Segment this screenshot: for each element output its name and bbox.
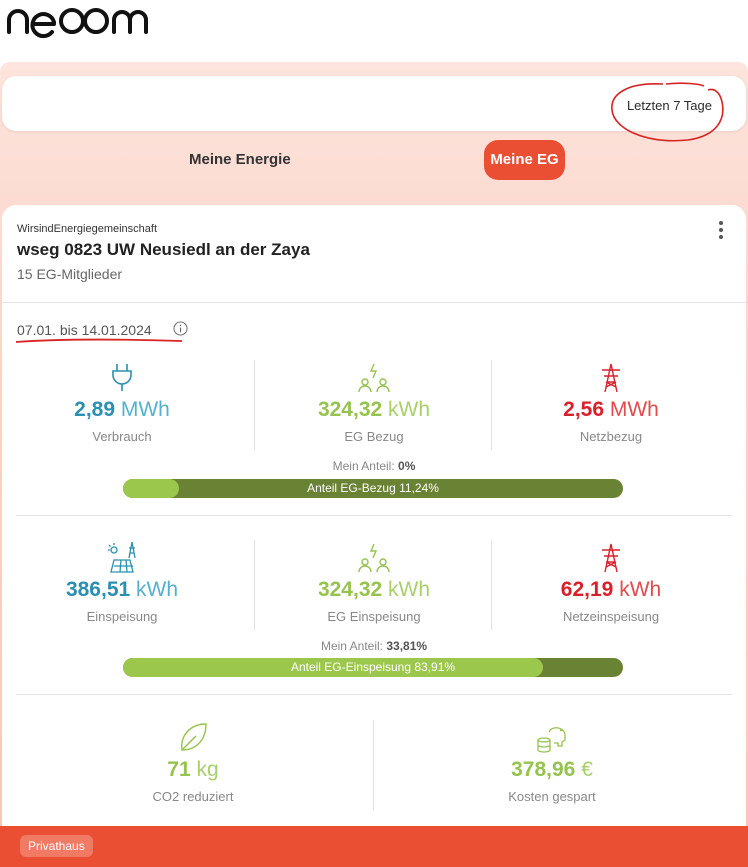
more-menu-icon[interactable]: [718, 221, 724, 243]
einspeisung-label: Einspeisung: [86, 609, 158, 624]
eg-einspeisung-share-bar: Anteil EG-Einspeisung 83,91%: [123, 658, 623, 677]
netzbezug-cell: 2,56 MWh Netzbezug: [496, 360, 726, 444]
eg-bezug-share-bar: Anteil EG-Bezug 11,24%: [123, 479, 623, 498]
tab-meine-energie[interactable]: Meine Energie: [189, 151, 291, 168]
kosten-label: Kosten gespart: [508, 789, 596, 804]
eg-bezug-value: 324,32: [317, 398, 383, 421]
community-card: WirsindEnergiegemeinschaft wseg 0823 UW …: [2, 205, 746, 845]
my-share-feedin: Mein Anteil: 33,81%: [320, 639, 428, 653]
tab-bar: Meine Energie Meine EG: [0, 140, 748, 182]
eg-einspeisung-unit: kWh: [388, 578, 431, 601]
org-name: WirsindEnergiegemeinschaft: [17, 223, 158, 235]
einspeisung-value: 386,51: [65, 578, 131, 601]
eg-einspeisung-cell: 324,32 kWh EG Einspeisung: [259, 540, 489, 624]
column-separator: [491, 540, 492, 630]
eg-einspeisung-label: EG Einspeisung: [327, 609, 421, 624]
column-separator: [254, 360, 255, 450]
community-icon: [358, 543, 390, 573]
my-share-consumption: Mein Anteil: 0%: [332, 459, 416, 473]
period-selector[interactable]: Letzten 7 Tage: [2, 76, 746, 131]
community-icon: [358, 363, 390, 393]
netzeinspeisung-cell: 62,19 kWh Netzeinspeisung: [496, 540, 726, 624]
neoom-logo: neoom: [7, 8, 148, 39]
my-share-value: 33,81%: [386, 639, 428, 653]
date-range: 07.01. bis 14.01.2024: [17, 322, 152, 338]
piggy-bank-icon: [537, 727, 566, 753]
co2-unit: kg: [196, 758, 219, 781]
eg-bezug-unit: kWh: [388, 398, 431, 421]
netzbezug-value: 2,56: [563, 398, 605, 421]
bar-label: Anteil EG-Einspeisung 83,91%: [290, 660, 456, 674]
eg-einspeisung-value: 324,32: [317, 578, 383, 601]
kosten-value: 378,96: [511, 758, 576, 781]
eg-bezug-cell: 324,32 kWh EG Bezug: [259, 360, 489, 444]
power-tower-icon: [602, 363, 620, 393]
verbrauch-cell: 2,89 MWh Verbrauch: [7, 360, 237, 444]
divider: [2, 302, 746, 303]
period-label[interactable]: Letzten 7 Tage: [626, 98, 712, 113]
kosten-unit: €: [581, 758, 593, 781]
column-separator: [373, 720, 374, 810]
netzeinspeisung-unit: kWh: [619, 578, 662, 601]
kosten-cell: 378,96 € Kosten gespart: [437, 720, 667, 804]
co2-cell: 71 kg CO2 reduziert: [78, 720, 308, 804]
netzeinspeisung-value: 62,19: [560, 578, 614, 601]
netzbezug-label: Netzbezug: [579, 429, 643, 444]
my-share-value: 0%: [398, 459, 416, 473]
footer-bar: Privathaus: [0, 826, 748, 867]
power-tower-icon: [602, 543, 620, 573]
column-separator: [491, 360, 492, 450]
bar-fill: [123, 479, 180, 498]
divider: [16, 515, 732, 516]
red-underline-annotation: [16, 338, 182, 343]
tab-meine-eg[interactable]: Meine EG: [484, 140, 565, 180]
member-count: 15 EG-Mitglieder: [17, 266, 123, 282]
einspeisung-cell: 386,51 kWh Einspeisung: [7, 540, 237, 624]
eg-bezug-label: EG Bezug: [344, 429, 404, 444]
privathaus-badge[interactable]: Privathaus: [20, 835, 93, 857]
netzbezug-unit: MWh: [609, 398, 659, 421]
verbrauch-value: 2,89: [74, 398, 116, 421]
info-icon[interactable]: [173, 321, 188, 336]
red-circle-annotation: [611, 82, 724, 142]
solar-panel-icon: [108, 541, 136, 573]
co2-value: 71: [167, 758, 191, 781]
co2-label: CO2 reduziert: [152, 789, 234, 804]
community-title: wseg 0823 UW Neusiedl an der Zaya: [17, 240, 310, 259]
verbrauch-label: Verbrauch: [92, 429, 152, 444]
plug-icon: [112, 364, 132, 391]
bar-fill: [123, 658, 543, 677]
column-separator: [254, 540, 255, 630]
netzeinspeisung-label: Netzeinspeisung: [562, 609, 660, 624]
leaf-icon: [181, 723, 207, 751]
einspeisung-unit: kWh: [136, 578, 179, 601]
divider: [16, 694, 732, 695]
verbrauch-unit: MWh: [120, 398, 170, 421]
bar-label: Anteil EG-Bezug 11,24%: [307, 481, 439, 495]
